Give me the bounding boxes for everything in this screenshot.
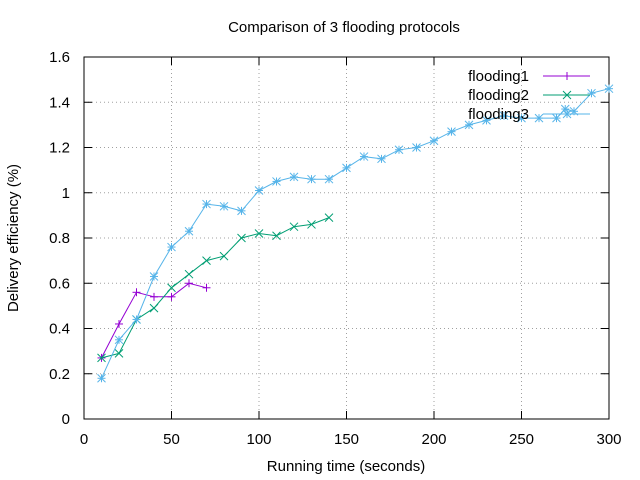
y-tick-label: 1.4 [49,94,70,111]
flooding2-point [149,303,159,313]
flooding3-point [237,206,246,216]
series-layer [97,84,614,383]
legend-item-flooding2: flooding2 [468,87,590,104]
y-tick-label: 1.2 [49,140,70,157]
flooding3-point [219,201,229,211]
flooding3-point [167,242,176,252]
x-tick-label: 250 [509,431,534,448]
y-tick-label: 0.2 [49,366,70,383]
series-flooding1 [97,279,211,362]
x-tick-label: 200 [421,431,446,448]
legend: flooding1 flooding2 flooding3 [468,68,590,123]
flooding3-point [254,186,264,195]
legend-marker [562,109,572,119]
legend-label: flooding2 [468,87,529,104]
series-flooding2 [97,213,334,363]
flooding1-point [115,319,123,328]
legend-item-flooding1: flooding1 [468,68,590,85]
flooding3-point [412,143,421,152]
chart-title: Comparison of 3 flooding protocols [228,19,460,36]
flooding3-point [552,113,561,123]
x-tick-label: 300 [596,431,621,448]
flooding3-point [464,120,474,130]
flooding3-point [517,113,526,123]
y-tick-label: 0 [62,411,70,428]
y-tick-label: 0.4 [49,321,70,338]
flooding2-point [307,220,316,229]
flooding2-point [202,256,211,265]
flooding3-point [184,226,194,236]
legend-label: flooding1 [468,68,529,85]
x-axis-label: Running time (seconds) [267,458,425,475]
flooding3-point [499,111,509,121]
flooding3-point [359,152,369,161]
flooding2-point [219,251,229,261]
y-tick-label: 1.6 [49,49,70,66]
flooding1-point [150,292,158,301]
legend-marker [563,72,571,80]
flooding2-point [289,222,299,232]
flooding3-point [587,88,596,98]
flooding3-point [429,136,439,146]
y-tick-label: 0.8 [49,230,70,247]
flooding3-point [272,177,281,186]
plot-frame [83,56,610,420]
flooding3-point [324,174,334,184]
flooding1-point [202,283,211,292]
y-tick-label: 1 [62,185,70,202]
flooding1-point [185,279,193,288]
legend-marker [562,90,572,100]
x-tick-label: 150 [334,431,359,448]
flooding3-point [534,113,544,123]
flooding2-point [97,353,106,363]
flooding3-point [307,174,316,184]
flooding3-point [377,154,386,164]
flooding3-point [114,335,124,345]
legend-label: flooding3 [468,106,529,123]
flooding3-point [342,163,351,173]
flooding3-point [97,373,106,383]
x-tick-label: 0 [80,431,88,448]
flooding1-point [132,288,141,297]
flooding3-point [149,272,159,281]
y-axis-label: Delivery efficiency (%) [5,164,22,312]
flooding3-point [289,172,299,182]
flooding2-point [237,233,246,243]
tick-layer: 0 0.2 0.4 0.6 0.8 1 1.2 1.4 1.6 0 50 100 150 200 250 30… [49,49,621,448]
flooding3-point [447,127,456,137]
flooding3-point [394,145,404,155]
legend-item-flooding3: flooding3 [468,106,590,123]
y-tick-label: 0.6 [49,275,70,292]
x-tick-label: 50 [163,431,180,448]
flooding2-point [272,231,281,241]
flooding2-point [184,269,194,279]
flooding3-point [604,84,614,94]
flooding2-point [114,349,124,358]
flooding3-line [101,88,610,379]
flooding2-line [101,217,330,359]
flooding2-point [254,229,264,238]
flooding3-point [202,199,211,209]
series-flooding3 [97,84,614,383]
flooding1-point [167,292,176,301]
grid-layer [84,57,609,419]
flooding3-point [482,115,491,125]
flooding2-point [324,213,334,222]
flooding2-point [167,283,176,293]
x-tick-label: 100 [246,431,271,448]
flooding3-point [132,315,141,324]
